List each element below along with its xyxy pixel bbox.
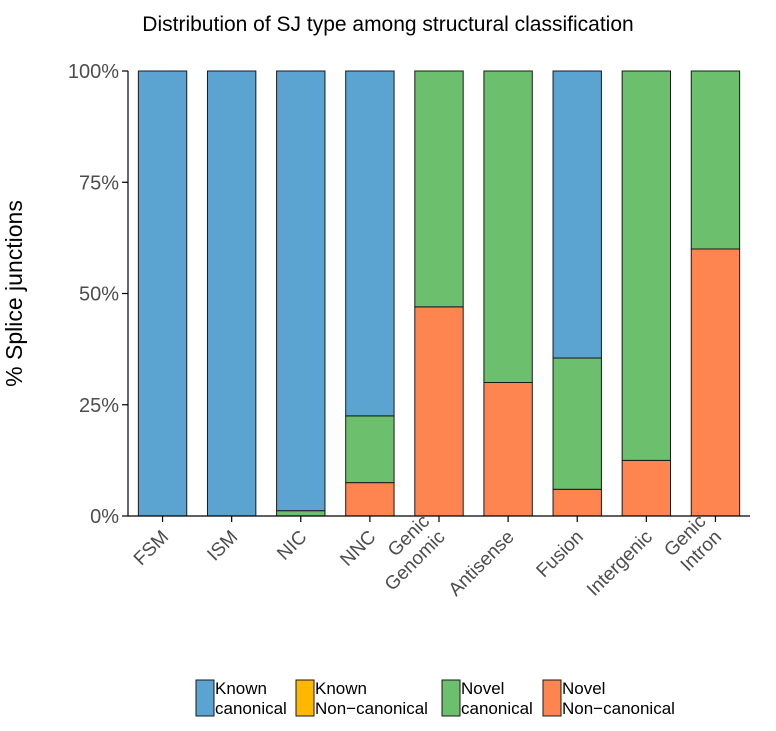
bar-segment-novel-canonical-6: [552, 357, 602, 490]
legend-label: Known: [215, 679, 267, 698]
legend-label: canonical: [215, 699, 287, 718]
legend-label: Novel: [562, 679, 605, 698]
x-tick-label: Antisense: [445, 527, 519, 601]
legend-label: Novel: [461, 679, 504, 698]
bar-segment-novel-canonical-5: [483, 70, 533, 383]
x-tick-label: NNC: [336, 527, 380, 571]
x-tick-label: Fusion: [533, 527, 588, 582]
legend-label: Non−canonical: [315, 699, 428, 718]
legend-label: canonical: [461, 699, 533, 718]
y-tick-label: 50%: [79, 284, 119, 306]
x-tick-label-line: Antisense: [445, 527, 519, 601]
bar-segment-novel-non-canonical-3: [345, 482, 395, 517]
bar-segment-novel-non-canonical-7: [621, 459, 672, 517]
bar-segment-known-canonical-1: [206, 70, 257, 517]
y-axis-label: % Splice junctions: [1, 200, 27, 387]
legend-swatch: [441, 679, 461, 717]
x-tick-label: ISM: [203, 527, 242, 566]
x-tick-label-line: ISM: [203, 527, 242, 566]
bar-segment-known-canonical-6: [552, 70, 602, 359]
legend-swatch: [195, 679, 215, 717]
bar-segment-known-canonical-2: [276, 70, 326, 512]
y-tick-label: 25%: [79, 395, 119, 417]
bar-segment-novel-non-canonical-5: [483, 382, 533, 517]
legend-label: Non−canonical: [562, 699, 675, 718]
bar-segment-novel-canonical-7: [621, 70, 672, 461]
legend-swatch: [542, 679, 562, 717]
y-tick-label: 100%: [68, 61, 119, 83]
x-tick-label: GenicGenomic: [365, 511, 449, 595]
x-tick-label-line: NIC: [273, 527, 311, 565]
bar-segment-novel-canonical-8: [690, 70, 741, 250]
x-tick-label: GenicIntron: [660, 511, 726, 577]
legend-label: Known: [315, 679, 367, 698]
x-tick-label-line: NNC: [336, 527, 380, 571]
bar-segment-novel-non-canonical-8: [690, 248, 741, 517]
bar-segment-novel-canonical-4: [414, 70, 464, 308]
chart-title: Distribution of SJ type among structural…: [142, 13, 633, 36]
legend-swatch: [295, 679, 315, 717]
x-tick-label: NIC: [273, 527, 311, 565]
bar-segment-novel-non-canonical-4: [414, 306, 464, 517]
bar-segment-known-canonical-0: [137, 70, 188, 517]
bar-segment-novel-non-canonical-6: [552, 488, 602, 517]
x-tick-label-line: Fusion: [533, 527, 588, 582]
bar-segment-novel-canonical-3: [345, 415, 395, 484]
y-tick-label: 0%: [90, 506, 119, 528]
bar-segment-known-canonical-3: [345, 70, 395, 417]
x-tick-label-line: FSM: [130, 527, 173, 570]
y-tick-label: 75%: [79, 172, 119, 194]
x-tick-label: Intergenic: [583, 527, 657, 601]
x-tick-label-line: Intergenic: [583, 527, 657, 601]
bar-segment-novel-canonical-2: [276, 510, 326, 517]
x-tick-label: FSM: [130, 527, 173, 570]
